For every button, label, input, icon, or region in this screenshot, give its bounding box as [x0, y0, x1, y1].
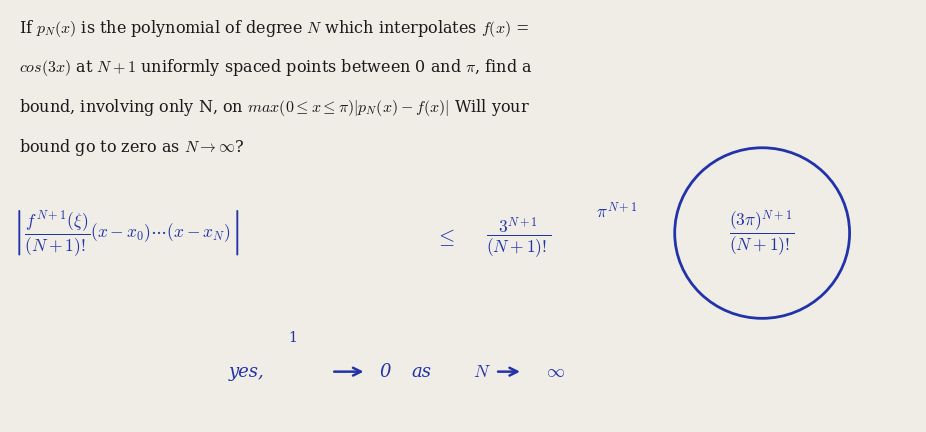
Text: $N$: $N$: [472, 362, 491, 381]
Text: $\dfrac{(3\pi)^{N+1}}{(N+1)!}$: $\dfrac{(3\pi)^{N+1}}{(N+1)!}$: [730, 208, 795, 258]
Text: yes,: yes,: [229, 362, 265, 381]
Text: as: as: [411, 362, 432, 381]
Text: $\pi^{N+1}$: $\pi^{N+1}$: [596, 202, 638, 222]
Text: $\left|\dfrac{f^{N+1}(\xi)}{(N+1)!}(x-x_0)\cdots(x-x_N)\right|$: $\left|\dfrac{f^{N+1}(\xi)}{(N+1)!}(x-x_…: [12, 208, 240, 258]
Text: $\dfrac{3^{N+1}}{(N+1)!}$: $\dfrac{3^{N+1}}{(N+1)!}$: [486, 215, 552, 260]
Text: bound go to zero as $N \rightarrow \infty$?: bound go to zero as $N \rightarrow \inft…: [19, 137, 244, 158]
Text: $cos(3x)$ at $N+1$ uniformly spaced points between 0 and $\pi$, find a: $cos(3x)$ at $N+1$ uniformly spaced poin…: [19, 57, 532, 78]
Text: 1: 1: [288, 330, 297, 345]
Text: 0: 0: [379, 362, 391, 381]
Text: If $p_N(x)$ is the polynomial of degree $N$ which interpolates $f(x)$ =: If $p_N(x)$ is the polynomial of degree …: [19, 18, 530, 39]
Text: $\infty$: $\infty$: [545, 362, 565, 381]
Text: bound, involving only N, on $max(0 \leq x \leq \pi)|p_N(x) - f(x)|$ Will your: bound, involving only N, on $max(0 \leq …: [19, 97, 531, 118]
Text: $\leq$: $\leq$: [434, 227, 455, 248]
